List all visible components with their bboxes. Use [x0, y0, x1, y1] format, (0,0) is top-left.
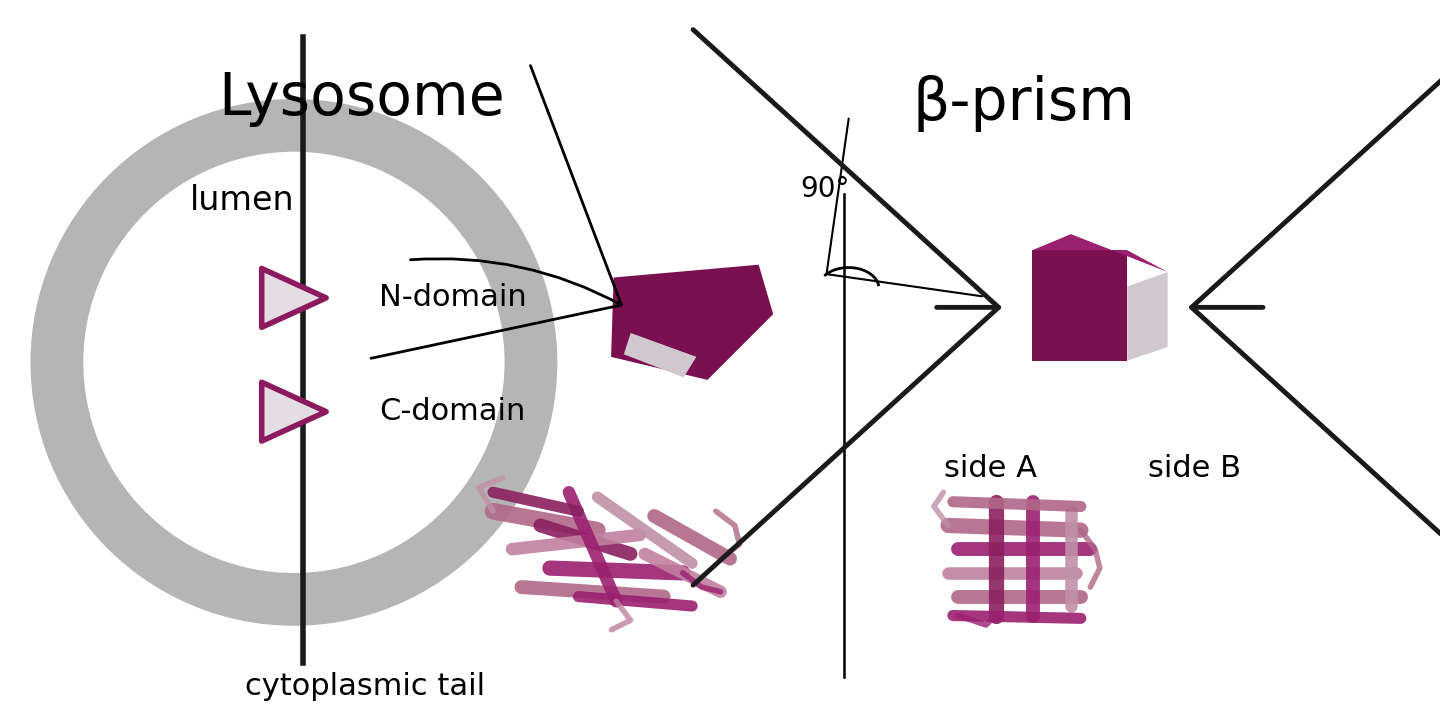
Polygon shape — [262, 383, 325, 441]
Polygon shape — [611, 265, 773, 380]
Text: cytoplasmic tail: cytoplasmic tail — [245, 672, 485, 701]
Polygon shape — [262, 269, 325, 327]
Text: side B: side B — [1148, 454, 1241, 484]
Polygon shape — [1128, 272, 1168, 361]
Polygon shape — [1032, 234, 1168, 272]
Text: lumen: lumen — [190, 184, 294, 217]
Text: N-domain: N-domain — [379, 283, 527, 312]
Text: Lysosome: Lysosome — [217, 70, 505, 127]
Text: C-domain: C-domain — [379, 397, 526, 426]
Text: side A: side A — [945, 454, 1037, 484]
Polygon shape — [1032, 250, 1128, 361]
Text: 90°: 90° — [801, 175, 850, 203]
Polygon shape — [624, 333, 697, 378]
Text: β-prism: β-prism — [913, 75, 1136, 132]
